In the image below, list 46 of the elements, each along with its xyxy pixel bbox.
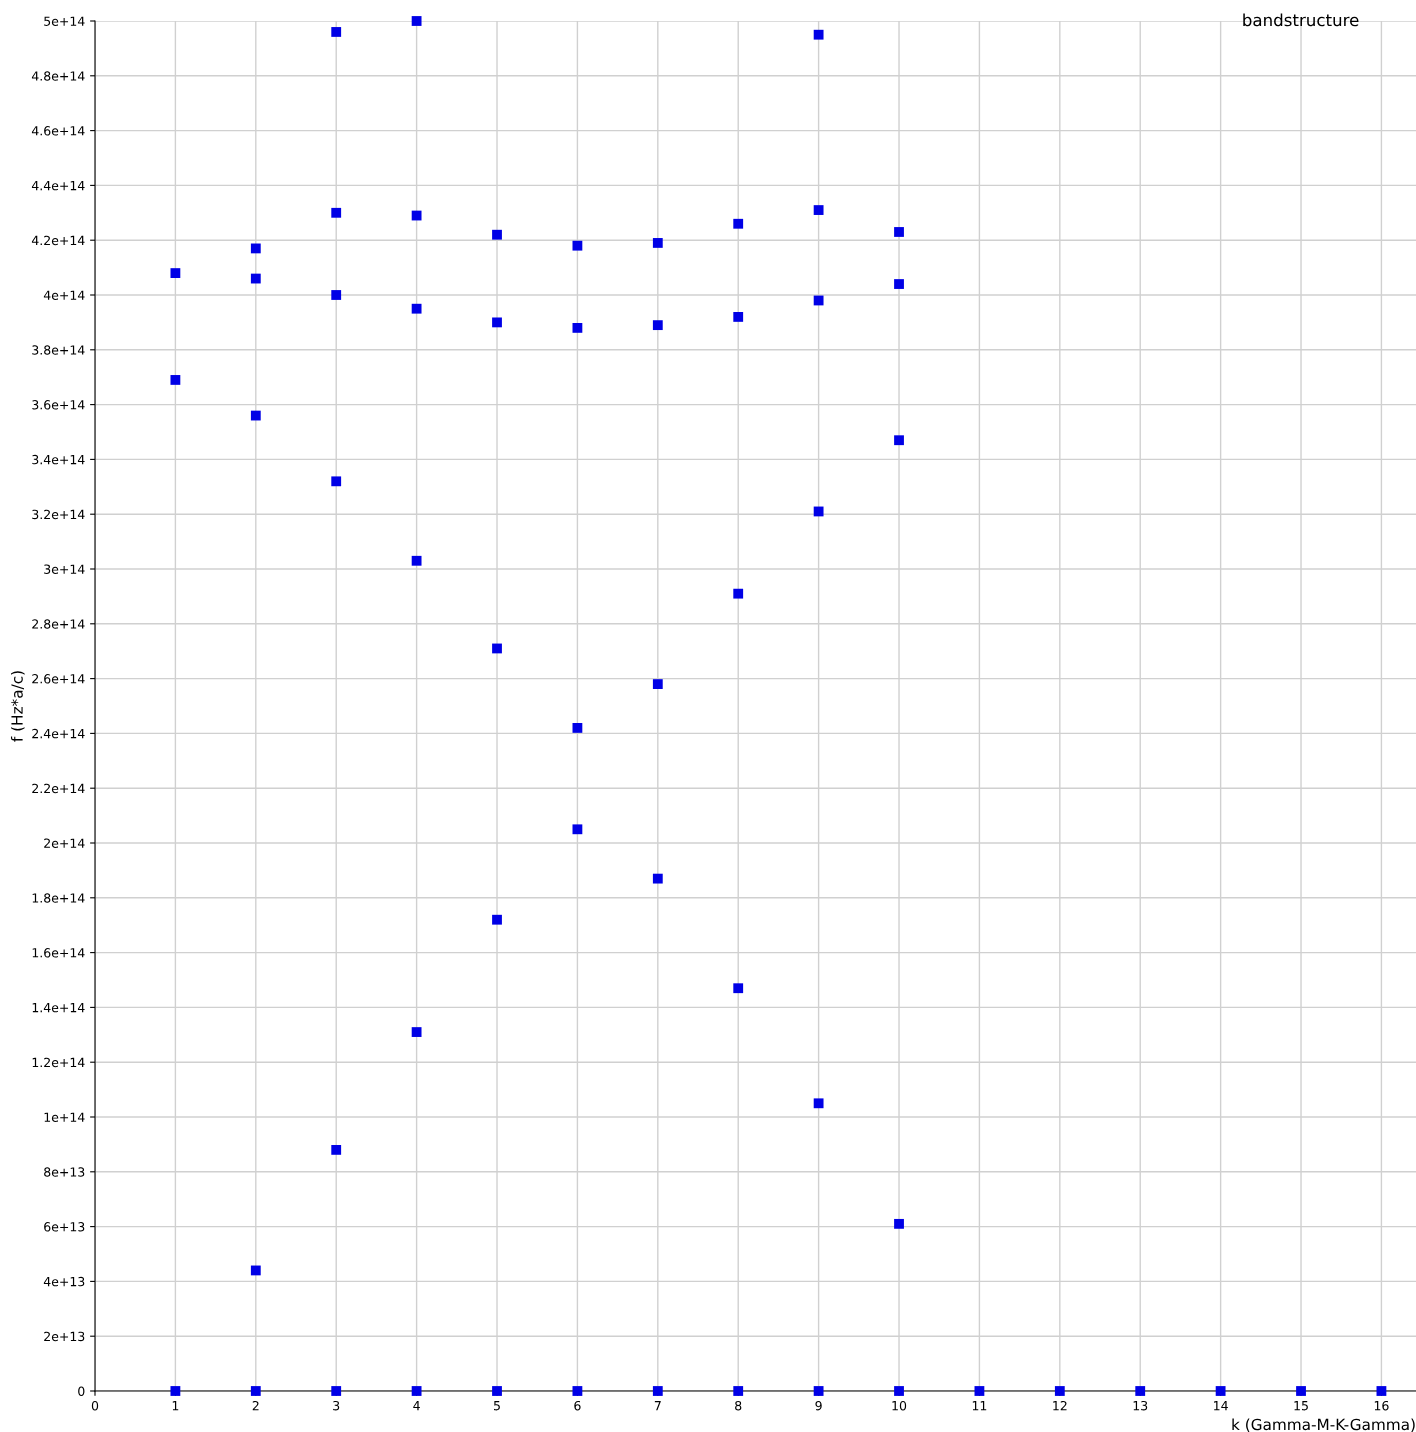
x-tick-label: 0 <box>91 1400 99 1411</box>
y-tick-label: 3.2e+14 <box>32 509 85 520</box>
y-tick-label: 2.8e+14 <box>32 619 85 629</box>
x-tick-label: 6 <box>574 1400 581 1411</box>
y-tick-label: 0 <box>78 1386 85 1396</box>
x-tick-label: 16 <box>1374 1400 1389 1411</box>
x-tick-label: 4 <box>413 1401 420 1411</box>
x-tick-label: 5 <box>494 1401 500 1411</box>
y-tick-label: 1.4e+14 <box>32 1003 85 1013</box>
y-tick-label: 1e+14 <box>44 1112 85 1122</box>
x-tick-label: 9 <box>815 1400 822 1411</box>
y-tick-label: 5e+14 <box>44 16 85 26</box>
x-axis-title: k (Gamma-M-K-Gamma) <box>1232 1418 1415 1432</box>
x-tick-label: 15 <box>1294 1401 1308 1411</box>
y-tick-label: 2e+14 <box>44 838 85 848</box>
y-tick-label: 2.4e+14 <box>32 728 85 739</box>
y-tick-label: 4e+13 <box>43 1276 85 1287</box>
x-tick-label: 11 <box>972 1401 987 1411</box>
x-tick-label: 13 <box>1133 1400 1148 1411</box>
y-tick-label: 3.4e+14 <box>32 454 85 465</box>
y-tick-label: 4e+14 <box>43 290 85 300</box>
y-axis-title: f (Hz*a/c) <box>10 671 25 742</box>
chart-title: bandstructure <box>1243 13 1359 27</box>
y-tick-label: 4.2e+14 <box>31 235 85 246</box>
y-tick-label: 4.4e+14 <box>31 181 85 191</box>
y-tick-label: 2.6e+14 <box>32 674 85 684</box>
y-tick-label: 3e+14 <box>44 564 85 574</box>
x-tick-label: 2 <box>252 1400 259 1411</box>
y-tick-label: 2e+13 <box>44 1331 85 1342</box>
x-tick-label: 8 <box>735 1400 742 1411</box>
y-tick-label: 4.8e+14 <box>31 71 85 81</box>
y-tick-label: 2.2e+14 <box>32 783 85 794</box>
y-tick-label: 6e+13 <box>44 1222 85 1232</box>
y-tick-label: 8e+13 <box>44 1167 85 1177</box>
x-tick-label: 12 <box>1053 1400 1067 1411</box>
x-tick-label: 1 <box>172 1401 179 1411</box>
x-tick-label: 10 <box>892 1400 907 1411</box>
y-tick-label: 1.2e+14 <box>32 1057 85 1068</box>
y-tick-label: 1.6e+14 <box>32 948 85 958</box>
y-tick-label: 4.6e+14 <box>31 126 85 136</box>
x-tick-label: 3 <box>333 1400 340 1411</box>
y-tick-label: 3.8e+14 <box>32 345 85 355</box>
y-tick-label: 3.6e+14 <box>32 400 85 410</box>
x-tick-label: 7 <box>654 1401 661 1411</box>
y-tick-label: 1.8e+14 <box>32 893 85 903</box>
x-tick-label: 14 <box>1214 1401 1228 1411</box>
